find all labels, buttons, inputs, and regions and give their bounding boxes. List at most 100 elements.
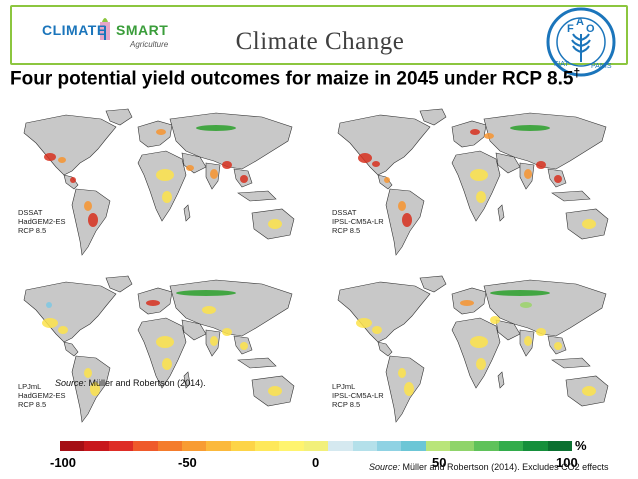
landmass-middle-east xyxy=(181,319,207,341)
subtitle-dagger: † xyxy=(573,66,581,80)
subtitle-text: Four potential yield outcomes for maize … xyxy=(10,68,574,90)
landmass-africa xyxy=(451,317,501,389)
panel-label-gcm: IPSL-CM5A-LR xyxy=(332,391,384,400)
landmass-central-america xyxy=(377,341,393,357)
yield-change-area xyxy=(70,177,76,183)
yield-change-area xyxy=(196,125,236,131)
yield-change-area xyxy=(268,219,282,229)
yield-change-area xyxy=(476,191,486,203)
yield-change-area xyxy=(268,386,282,396)
yield-change-area xyxy=(58,326,68,334)
yield-change-area xyxy=(470,169,488,181)
legend-swatch xyxy=(401,441,426,451)
legend-swatch xyxy=(230,441,255,451)
yield-change-area xyxy=(222,161,232,169)
legend-swatch xyxy=(133,441,158,451)
yield-change-area xyxy=(398,201,406,211)
panel-label: LPJmL HadGEM2-ES RCP 8.5 xyxy=(18,382,66,409)
landmass-europe xyxy=(137,120,173,148)
header-frame xyxy=(10,5,628,65)
yield-change-area xyxy=(240,342,248,350)
svg-text:O: O xyxy=(586,23,595,35)
landmass-madagascar xyxy=(183,371,191,389)
panel-label-gcm: IPSL-CM5A-LR xyxy=(332,217,384,226)
slide-subtitle: Four potential yield outcomes for maize … xyxy=(10,66,628,90)
panel-label-rcp: RCP 8.5 xyxy=(18,226,47,235)
legend-swatch xyxy=(450,441,475,451)
svg-text:A: A xyxy=(576,16,584,28)
landmass-madagascar xyxy=(497,371,505,389)
legend-swatch xyxy=(376,441,402,451)
yield-change-area xyxy=(582,386,596,396)
panel-label-model: LPJmL xyxy=(18,382,42,391)
world-map xyxy=(23,108,295,256)
map-panel-dssat-ipsl: DSSAT IPSL-CM5A-LR RCP 8.5 xyxy=(320,105,626,270)
legend-tick: -100 xyxy=(50,455,77,470)
yield-change-area xyxy=(222,328,232,336)
yield-change-area xyxy=(524,336,532,346)
panel-label: DSSAT IPSL-CM5A-LR RCP 8.5 xyxy=(332,208,384,235)
yield-change-area xyxy=(162,358,172,370)
panel-label-model: LPJmL xyxy=(332,382,356,391)
legend-swatch xyxy=(425,441,450,451)
panel-label-rcp: RCP 8.5 xyxy=(18,400,47,409)
yield-change-area xyxy=(398,368,406,378)
yield-change-area xyxy=(554,175,562,183)
legend-swatch xyxy=(547,441,572,451)
yield-change-area xyxy=(90,382,100,396)
landmass-middle-east xyxy=(495,319,521,341)
yield-change-area xyxy=(58,157,66,163)
landmass-indonesia xyxy=(551,190,591,202)
yield-change-area xyxy=(358,153,372,163)
logo-word-smart: SMART xyxy=(116,22,169,38)
landmass-middle-east xyxy=(495,152,521,174)
landmass-madagascar xyxy=(183,204,191,222)
legend-swatch xyxy=(206,441,231,451)
map-panel-dssat-hadgem2: DSSAT HadGEM2-ES RCP 8.5 xyxy=(6,105,312,270)
legend-swatch xyxy=(279,441,304,451)
source-citation-inset: Source: Müller and Robertson (2014). xyxy=(55,378,206,388)
source-text: Müller and Robertson (2014). Excludes CO… xyxy=(400,462,609,472)
yield-change-area xyxy=(510,125,550,131)
legend-tick: 0 xyxy=(312,455,320,470)
landmass-indonesia xyxy=(551,357,591,369)
panel-label-gcm: HadGEM2-ES xyxy=(18,217,66,226)
logo-word-climate: CLIMATE xyxy=(42,22,107,38)
source-prefix: Source: xyxy=(369,462,401,472)
legend-swatch xyxy=(157,441,182,451)
landmass-africa xyxy=(137,150,187,222)
yield-change-area xyxy=(484,133,494,139)
slide-title: Climate Change xyxy=(235,28,405,55)
yield-change-area xyxy=(470,336,488,348)
source-citation-bottom: Source: Müller and Robertson (2014). Exc… xyxy=(369,462,608,472)
yield-change-area xyxy=(84,368,92,378)
svg-text:F: F xyxy=(567,23,574,35)
yield-change-area xyxy=(156,129,166,135)
legend-swatch xyxy=(523,441,548,451)
yield-change-area xyxy=(186,165,194,171)
svg-text:PANIS: PANIS xyxy=(591,63,612,70)
yield-change-area xyxy=(372,161,380,167)
legend-swatch xyxy=(328,441,353,451)
landmass-north-america xyxy=(23,114,117,176)
panel-label-model: DSSAT xyxy=(18,208,43,217)
world-map xyxy=(337,275,609,423)
legend-swatch xyxy=(108,441,134,451)
yield-change-area xyxy=(372,326,382,334)
world-map xyxy=(23,275,295,423)
legend-swatch xyxy=(474,441,499,451)
yield-change-area xyxy=(402,213,412,227)
panel-label: LPJmL IPSL-CM5A-LR RCP 8.5 xyxy=(332,382,384,409)
fao-logo-icon: F A O FIAT PANIS xyxy=(546,7,616,77)
yield-change-area xyxy=(520,302,532,308)
legend-swatch xyxy=(352,441,377,451)
legend-swatch xyxy=(181,441,207,451)
legend-swatch xyxy=(255,441,280,451)
landmass-central-america xyxy=(63,341,79,357)
landmass-africa xyxy=(137,317,187,389)
legend-unit: % xyxy=(575,438,587,453)
yield-change-area xyxy=(156,336,174,348)
yield-change-area xyxy=(554,342,562,350)
yield-change-area xyxy=(46,302,52,308)
yield-change-area xyxy=(536,161,546,169)
